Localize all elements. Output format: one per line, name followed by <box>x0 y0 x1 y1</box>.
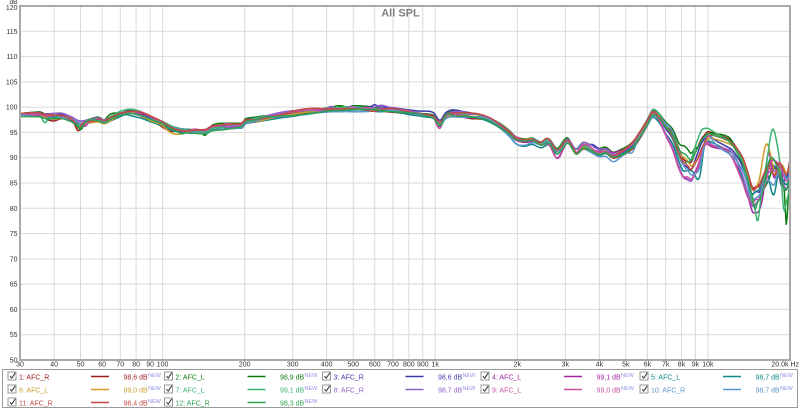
svg-text:110: 110 <box>6 54 17 61</box>
svg-text:65: 65 <box>10 282 18 289</box>
svg-text:NEW: NEW <box>305 373 319 379</box>
svg-text:99,0 dB: 99,0 dB <box>124 387 148 394</box>
svg-text:80: 80 <box>132 362 140 369</box>
svg-text:85: 85 <box>10 181 18 188</box>
svg-text:10k: 10k <box>702 362 714 369</box>
svg-text:8: AFC_R: 8: AFC_R <box>334 387 364 394</box>
svg-text:NEW: NEW <box>780 373 794 379</box>
svg-text:98,7 dB: 98,7 dB <box>756 374 780 381</box>
svg-text:NEW: NEW <box>148 386 162 392</box>
svg-text:9k: 9k <box>692 362 700 369</box>
svg-text:NEW: NEW <box>148 399 162 405</box>
svg-text:NEW: NEW <box>305 399 319 405</box>
svg-text:NEW: NEW <box>621 386 635 392</box>
svg-text:9: AFC_L: 9: AFC_L <box>492 387 521 394</box>
svg-text:98,6 dB: 98,6 dB <box>438 374 462 381</box>
svg-text:6: AFC_L: 6: AFC_L <box>19 387 48 394</box>
svg-text:99,0 dB: 99,0 dB <box>597 387 621 394</box>
svg-text:7: AFC_L: 7: AFC_L <box>176 387 205 394</box>
svg-text:NEW: NEW <box>305 386 319 392</box>
svg-text:98,3 dB: 98,3 dB <box>280 400 304 407</box>
svg-text:NEW: NEW <box>148 373 162 379</box>
svg-text:120: 120 <box>6 5 18 12</box>
svg-text:1: AFC_R: 1: AFC_R <box>19 374 49 381</box>
svg-text:600: 600 <box>369 362 381 369</box>
svg-text:500: 500 <box>347 362 359 369</box>
svg-text:55: 55 <box>10 332 18 339</box>
svg-text:20.0k Hz: 20.0k Hz <box>771 362 799 369</box>
svg-text:70: 70 <box>10 256 18 263</box>
svg-text:40: 40 <box>50 362 58 369</box>
svg-text:11: AFC_R: 11: AFC_R <box>19 400 53 407</box>
svg-text:5k: 5k <box>622 362 630 369</box>
svg-text:99,1 dB: 99,1 dB <box>280 387 304 394</box>
svg-text:50: 50 <box>77 362 85 369</box>
svg-text:98,4 dB: 98,4 dB <box>124 400 148 407</box>
svg-text:NEW: NEW <box>463 386 477 392</box>
svg-text:2k: 2k <box>514 362 522 369</box>
svg-text:NEW: NEW <box>463 373 477 379</box>
svg-text:2: AFC_L: 2: AFC_L <box>176 374 205 381</box>
svg-text:400: 400 <box>321 362 333 369</box>
svg-text:300: 300 <box>287 362 299 369</box>
svg-text:900: 900 <box>417 362 429 369</box>
svg-text:70: 70 <box>116 362 124 369</box>
svg-text:105: 105 <box>6 79 18 86</box>
svg-text:5: AFC_L: 5: AFC_L <box>651 374 680 381</box>
svg-text:75: 75 <box>10 231 18 238</box>
svg-text:12: AFC_R: 12: AFC_R <box>176 400 210 407</box>
svg-text:All SPL: All SPL <box>381 8 420 20</box>
svg-text:NEW: NEW <box>621 373 635 379</box>
svg-text:100: 100 <box>157 362 169 369</box>
svg-text:3: AFC_R: 3: AFC_R <box>334 374 364 381</box>
svg-text:4k: 4k <box>596 362 604 369</box>
svg-text:98,7 dB: 98,7 dB <box>756 387 780 394</box>
svg-text:700: 700 <box>387 362 399 369</box>
svg-text:98,6 dB: 98,6 dB <box>124 374 148 381</box>
svg-text:8k: 8k <box>678 362 686 369</box>
svg-text:200: 200 <box>239 362 251 369</box>
svg-text:NEW: NEW <box>780 386 794 392</box>
svg-text:dB: dB <box>10 0 18 6</box>
svg-text:800: 800 <box>403 362 415 369</box>
svg-text:98,7 dB: 98,7 dB <box>438 387 462 394</box>
svg-text:98,9 dB: 98,9 dB <box>280 374 304 381</box>
svg-text:30: 30 <box>16 362 24 369</box>
svg-text:60: 60 <box>98 362 106 369</box>
svg-text:50: 50 <box>10 358 18 365</box>
svg-text:80: 80 <box>10 206 18 213</box>
svg-text:90: 90 <box>10 155 18 162</box>
svg-text:7k: 7k <box>662 362 670 369</box>
svg-text:90: 90 <box>146 362 154 369</box>
svg-text:4: AFC_L: 4: AFC_L <box>492 374 521 381</box>
svg-text:6k: 6k <box>644 362 652 369</box>
svg-text:1k: 1k <box>431 362 439 369</box>
svg-text:115: 115 <box>6 29 17 36</box>
svg-text:100: 100 <box>6 105 18 112</box>
svg-text:95: 95 <box>10 130 18 137</box>
svg-text:3k: 3k <box>562 362 570 369</box>
svg-text:60: 60 <box>10 307 18 314</box>
svg-text:10: AFC_R: 10: AFC_R <box>651 387 685 394</box>
svg-text:99,1 dB: 99,1 dB <box>597 374 621 381</box>
